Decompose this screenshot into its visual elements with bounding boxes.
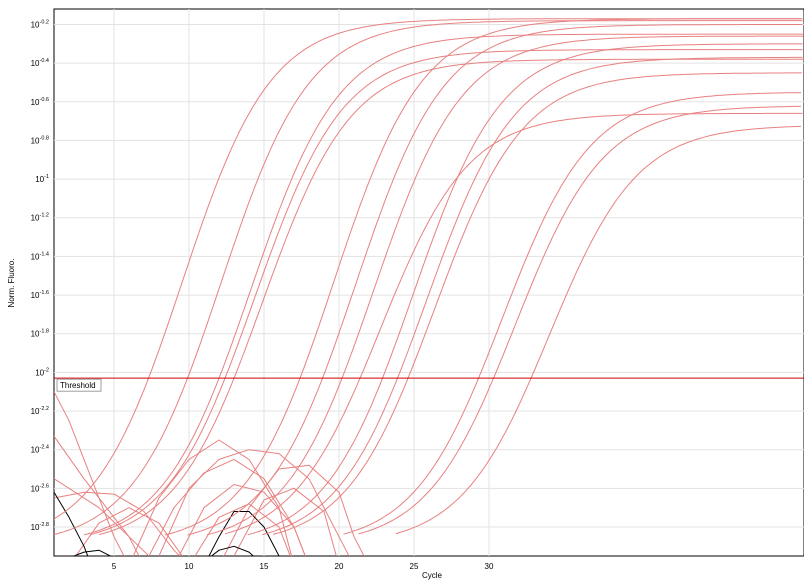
x-axis-ticks: 5 10 15 20 25 30 — [112, 562, 494, 571]
y-tick-label: 10-2.6 — [31, 483, 49, 493]
y-tick-label: 10-0.6 — [31, 97, 49, 107]
y-tick-label: 10-2.8 — [31, 522, 49, 532]
negative-control-curve[interactable] — [54, 491, 92, 566]
y-tick-label: 10-1.6 — [31, 290, 49, 300]
y-tick-label: 10-2.2 — [31, 406, 49, 416]
y-tick-label: 10-0.8 — [31, 135, 49, 145]
baseline-curve[interactable] — [158, 449, 354, 566]
threshold-label-box[interactable]: Threshold — [56, 378, 102, 392]
amplification-curve[interactable] — [206, 35, 804, 536]
x-tick-label: 25 — [410, 562, 419, 571]
amplification-curve[interactable] — [395, 125, 802, 535]
baseline-curve[interactable] — [69, 507, 189, 566]
amplification-curve[interactable] — [98, 58, 804, 536]
amplification-curve[interactable] — [89, 49, 803, 536]
y-tick-label: 10-0.4 — [31, 58, 49, 68]
negative-control-curve[interactable] — [204, 511, 294, 566]
y-tick-label: 10-1.8 — [31, 329, 49, 339]
y-axis-title: Norm. Fluoro. — [7, 259, 16, 308]
y-tick-label: 10-2 — [35, 367, 49, 377]
baseline-curve[interactable] — [233, 487, 339, 565]
y-tick-label: 10-0.2 — [31, 19, 49, 29]
y-tick-label: 10-1.4 — [31, 251, 49, 261]
y-tick-label: 10-1 — [35, 174, 49, 184]
x-tick-label: 5 — [112, 562, 117, 571]
negative-control-curve[interactable] — [54, 549, 129, 566]
baseline-curve[interactable] — [54, 391, 129, 566]
y-tick-label: 10-1.2 — [31, 213, 49, 223]
baseline-curve[interactable] — [219, 464, 369, 566]
baseline-curve[interactable] — [174, 484, 309, 566]
amplification-curve[interactable] — [262, 56, 803, 536]
amplification-curve[interactable] — [247, 43, 803, 536]
amplification-curve[interactable] — [224, 112, 803, 535]
baseline-curve[interactable] — [129, 439, 294, 566]
negative-control-curve[interactable] — [204, 545, 264, 565]
y-tick-label: 10-2.4 — [31, 445, 49, 455]
x-tick-label: 10 — [185, 562, 194, 571]
amplification-curve[interactable] — [358, 105, 802, 535]
x-axis-title: Cycle — [422, 571, 443, 580]
amplification-curve[interactable] — [272, 72, 802, 535]
amplification-curve[interactable] — [187, 24, 803, 536]
amplification-curve[interactable] — [53, 20, 803, 536]
amplification-curve[interactable] — [343, 92, 802, 535]
amplification-curve[interactable] — [164, 18, 803, 536]
x-tick-label: 15 — [260, 562, 269, 571]
x-tick-label: 30 — [485, 562, 494, 571]
baseline-curve[interactable] — [54, 435, 144, 566]
grid-lines — [54, 9, 804, 556]
curves — [53, 18, 804, 566]
x-tick-label: 20 — [335, 562, 344, 571]
amplification-curve[interactable] — [83, 33, 804, 536]
threshold-label: Threshold — [60, 381, 96, 390]
y-axis-ticks: 10-0.2 10-0.4 10-0.6 10-0.8 10-1 10-1.2 10-1.4… — [31, 19, 49, 532]
baseline-curve[interactable] — [54, 491, 189, 566]
